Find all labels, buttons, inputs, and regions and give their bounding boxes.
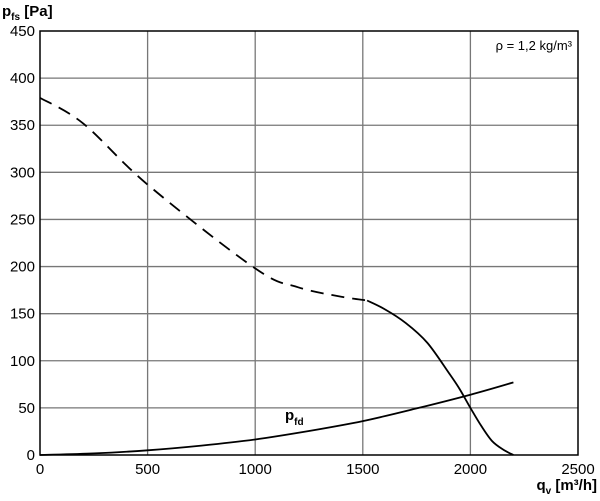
y-axis-title: pfs [Pa] bbox=[2, 3, 53, 23]
density-note: ρ = 1,2 kg/m³ bbox=[496, 38, 573, 53]
x-tick-label: 2000 bbox=[454, 461, 487, 478]
y-tick-label: 200 bbox=[10, 259, 35, 276]
y-axis-ticks: 0 50 100 150 200 250 300 350 400 450 bbox=[10, 23, 35, 464]
x-tick-label: 2500 bbox=[561, 461, 594, 478]
y-tick-label: 250 bbox=[10, 211, 35, 228]
x-tick-label: 1000 bbox=[239, 461, 272, 478]
x-axis-title: qv [m³/h] bbox=[536, 477, 597, 497]
plot-frame bbox=[39, 30, 579, 456]
series-layer bbox=[39, 97, 514, 456]
pfd-curve bbox=[39, 381, 514, 456]
y-tick-label: 400 bbox=[10, 70, 35, 87]
pfs-curve-solid bbox=[366, 299, 514, 456]
y-tick-label: 350 bbox=[10, 117, 35, 134]
y-tick-label: 450 bbox=[10, 23, 35, 40]
y-tick-label: 100 bbox=[10, 353, 35, 370]
grid bbox=[40, 31, 578, 455]
y-tick-label: 300 bbox=[10, 164, 35, 181]
pfd-curve-label: pfd bbox=[285, 407, 304, 428]
x-axis-ticks: 0 500 1000 1500 2000 2500 bbox=[36, 461, 595, 478]
x-tick-label: 0 bbox=[36, 461, 44, 478]
y-tick-label: 50 bbox=[18, 400, 35, 417]
pfs-curve-dashed bbox=[39, 97, 368, 302]
y-tick-label: 0 bbox=[27, 447, 35, 464]
y-tick-label: 150 bbox=[10, 306, 35, 323]
x-tick-label: 500 bbox=[135, 461, 160, 478]
x-tick-label: 1500 bbox=[346, 461, 379, 478]
